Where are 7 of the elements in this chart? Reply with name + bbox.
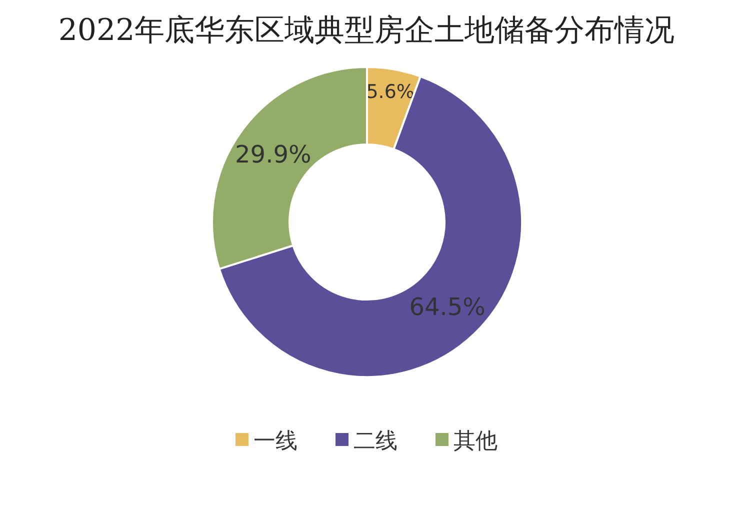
legend-label: 二线 <box>354 429 398 454</box>
data-label: 5.6% <box>366 80 414 103</box>
legend-label: 其他 <box>454 429 498 454</box>
chart-title: 2022年底华东区域典型房企土地储备分布情况 <box>58 13 675 48</box>
legend-label: 一线 <box>254 429 298 454</box>
data-label: 29.9% <box>235 140 312 168</box>
data-label: 64.5% <box>409 292 486 321</box>
